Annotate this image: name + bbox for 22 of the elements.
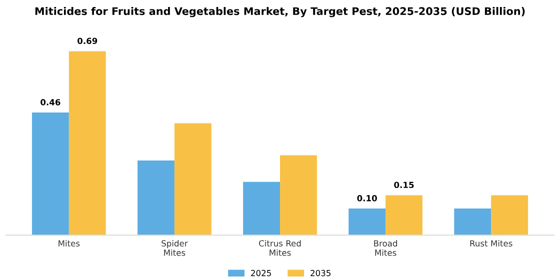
chart-title: Miticides for Fruits and Vegetables Market, By Target Pest, 2025-2035 (USD Billion) bbox=[35, 7, 525, 18]
bar bbox=[386, 195, 422, 236]
bar bbox=[348, 208, 386, 236]
bar bbox=[491, 195, 528, 236]
bar bbox=[32, 112, 69, 236]
bar bbox=[138, 160, 174, 236]
x-tick-label: Mites bbox=[58, 240, 80, 247]
bar bbox=[174, 123, 212, 236]
x-tick-label: Rust Mites bbox=[470, 240, 512, 247]
legend-label: 2025 bbox=[251, 270, 271, 276]
data-label: 0.10 bbox=[357, 195, 377, 202]
legend-label: 2035 bbox=[310, 270, 330, 276]
data-label: 0.46 bbox=[40, 99, 60, 106]
x-tick-label: Spider Mites bbox=[162, 240, 188, 256]
data-label: 0.15 bbox=[394, 182, 414, 188]
bar bbox=[68, 51, 106, 236]
bar bbox=[454, 208, 492, 236]
bar bbox=[243, 182, 280, 236]
data-label: 0.69 bbox=[78, 38, 98, 44]
x-tick-label: Citrus Red Mites bbox=[259, 240, 301, 256]
x-tick-label: Broad Mites bbox=[374, 240, 398, 256]
bar bbox=[280, 155, 317, 236]
